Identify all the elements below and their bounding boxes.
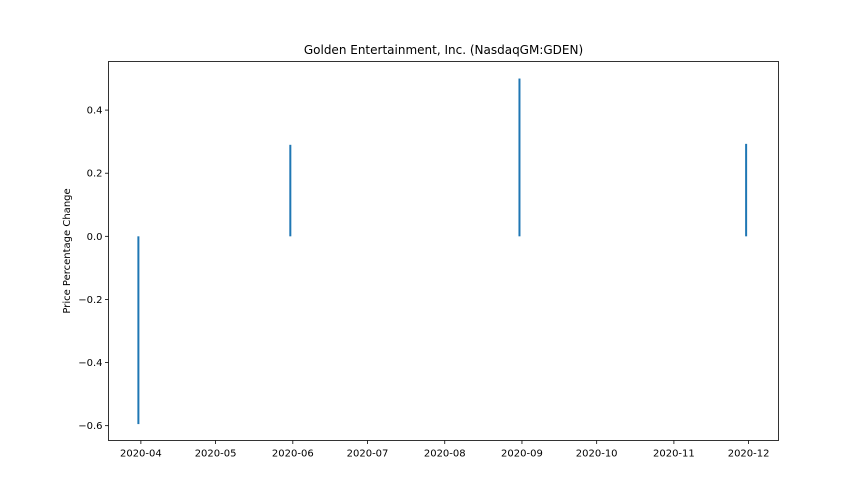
y-axis-label: Price Percentage Change bbox=[62, 188, 73, 313]
x-tick-label: 2020-10 bbox=[576, 449, 618, 460]
chart-title: Golden Entertainment, Inc. (NasdaqGM:GDE… bbox=[304, 43, 583, 57]
y-axis-ticks: −0.6 −0.4 −0.2 0.0 0.2 0.4 bbox=[78, 106, 109, 432]
bar-2020-03-31 bbox=[137, 236, 140, 425]
y-tick-label: 0.0 bbox=[87, 232, 103, 243]
x-tick-label: 2020-05 bbox=[195, 449, 237, 460]
y-tick-label: −0.2 bbox=[78, 295, 102, 306]
x-tick-label: 2020-09 bbox=[501, 449, 543, 460]
x-axis-ticks: 2020-04 2020-05 2020-06 2020-07 2020-08 2020-… bbox=[120, 440, 770, 460]
bar-2020-08-31 bbox=[518, 78, 521, 237]
plot-frame bbox=[108, 61, 779, 441]
y-tick-label: 0.2 bbox=[87, 169, 103, 180]
x-tick-label: 2020-12 bbox=[728, 449, 770, 460]
x-tick-label: 2020-07 bbox=[347, 449, 389, 460]
y-tick-label: −0.6 bbox=[78, 421, 102, 432]
x-tick-label: 2020-06 bbox=[272, 449, 314, 460]
x-tick-label: 2020-11 bbox=[653, 449, 695, 460]
bar-2020-05-31 bbox=[289, 144, 292, 237]
bars-group bbox=[137, 78, 748, 425]
x-tick-label: 2020-08 bbox=[424, 449, 466, 460]
x-tick-label: 2020-04 bbox=[120, 449, 162, 460]
y-tick-label: −0.4 bbox=[78, 358, 102, 369]
y-tick-label: 0.4 bbox=[87, 106, 103, 117]
bar-2020-11-30 bbox=[745, 143, 748, 237]
